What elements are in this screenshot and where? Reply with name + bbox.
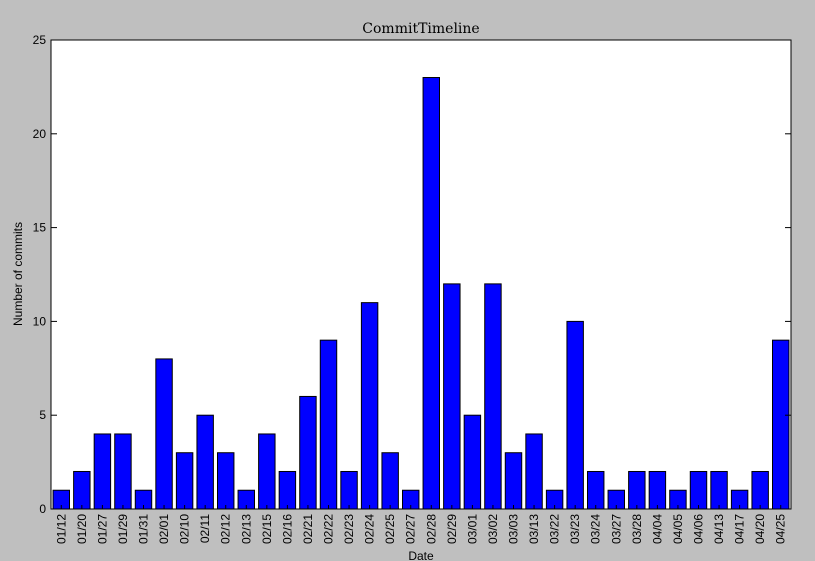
x-tick-label: 04/13: [712, 514, 726, 544]
x-tick-label: 02/25: [383, 514, 397, 544]
chart-title: CommitTimeline: [362, 21, 479, 37]
bar-02-25: [381, 452, 399, 510]
bar-02-21: [299, 395, 317, 510]
bar-02-22: [319, 339, 338, 510]
bar-04-25: [772, 339, 790, 510]
x-tick-label: 02/29: [445, 514, 459, 544]
bar-03-02: [484, 283, 502, 510]
bars-group: [52, 77, 790, 510]
x-tick-label: 01/20: [75, 514, 89, 544]
bar-02-01: [155, 358, 173, 510]
y-tick-label: 25: [33, 33, 47, 47]
x-tick-label: 04/05: [671, 514, 685, 544]
bar-01-27: [93, 433, 112, 510]
x-tick-label: 03/28: [630, 514, 644, 544]
x-tick-label: 02/10: [178, 514, 192, 544]
x-tick-label: 04/06: [692, 514, 706, 544]
x-tick-label: 03/23: [568, 514, 582, 544]
bar-03-28: [628, 470, 646, 510]
x-tick-label: 02/01: [157, 514, 171, 544]
x-tick-label: 01/31: [137, 514, 151, 544]
bar-04-06: [689, 470, 708, 510]
bar-02-10: [175, 452, 194, 510]
y-tick-label: 15: [33, 221, 47, 235]
x-tick-label: 02/21: [301, 514, 315, 544]
x-tick-label: 02/15: [260, 514, 274, 544]
plot-frame: [50, 39, 792, 510]
x-tick-label: 02/28: [424, 514, 438, 544]
x-tick-label: 03/03: [507, 514, 521, 544]
x-tick-label: 02/16: [280, 514, 294, 544]
x-tick-label: 02/27: [404, 514, 418, 544]
x-tick-label: 01/29: [116, 514, 130, 544]
bar-03-03: [504, 452, 523, 510]
bar-02-23: [340, 470, 358, 510]
x-tick-label: 03/22: [548, 514, 562, 544]
x-tick-label: 02/23: [342, 514, 356, 544]
x-tick-label: 02/11: [198, 514, 212, 543]
bar-02-28: [422, 77, 440, 510]
x-tick-label: 02/13: [239, 514, 253, 544]
x-tick-label: 02/12: [219, 514, 233, 544]
x-tick-label: 01/12: [54, 514, 68, 544]
bar-04-04: [648, 470, 667, 510]
bar-01-29: [114, 433, 132, 510]
y-tick-label: 20: [33, 127, 47, 141]
x-tick-label: 03/13: [527, 514, 541, 544]
bar-02-16: [278, 470, 297, 510]
bar-03-13: [525, 433, 543, 510]
bar-02-29: [443, 283, 461, 510]
x-tick-label: 03/27: [609, 514, 623, 544]
bar-03-23: [566, 320, 584, 510]
plot-area: [51, 40, 791, 509]
bar-04-13: [710, 470, 728, 510]
bar-02-24: [360, 302, 379, 510]
bar-04-20: [751, 470, 769, 510]
x-tick-label: 04/20: [753, 514, 767, 544]
x-axis-ticks: 01/12 01/20 01/27 01/29 01/31 02/01 02/10 02/11…: [54, 505, 788, 544]
bar-01-20: [73, 470, 91, 510]
x-tick-label: 04/25: [774, 514, 788, 544]
bar-02-11: [196, 414, 214, 510]
bar-02-12: [217, 452, 235, 510]
x-axis-title: Date: [408, 549, 434, 561]
y-axis-ticks: 0 5 10 15 20 25: [33, 33, 791, 516]
x-tick-label: 01/27: [95, 514, 109, 544]
x-tick-label: 04/04: [650, 514, 664, 544]
y-axis-title: Number of commits: [11, 222, 25, 326]
y-tick-label: 5: [39, 408, 46, 422]
x-tick-label: 03/24: [589, 514, 603, 544]
x-tick-label: 02/24: [363, 514, 377, 544]
bar-02-15: [258, 433, 276, 510]
x-tick-label: 02/22: [322, 514, 336, 544]
x-tick-label: 03/02: [486, 514, 500, 544]
bar-03-01: [463, 414, 482, 510]
y-tick-label: 10: [33, 314, 47, 328]
x-tick-label: 04/17: [733, 514, 747, 544]
y-tick-label: 0: [39, 502, 46, 516]
bar-03-24: [587, 470, 605, 510]
x-tick-label: 03/01: [465, 514, 479, 544]
